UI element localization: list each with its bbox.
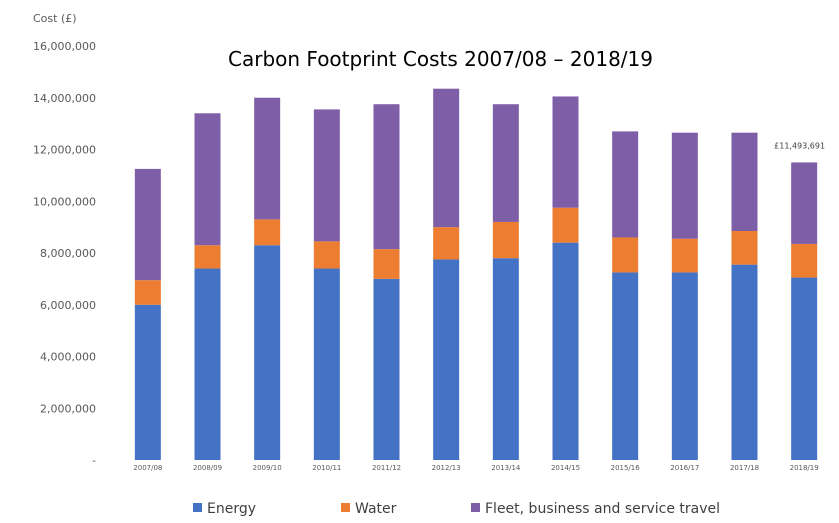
- y-axis-ticks: - 2,000,000 4,000,000 6,000,000 8,000,000 10,…: [33, 40, 96, 467]
- x-tick-label: 2009/10: [253, 464, 282, 472]
- y-tick-label: 16,000,000: [33, 40, 96, 53]
- bar-energy-2013-14: [492, 258, 519, 460]
- x-tick-label: 2014/15: [551, 464, 580, 472]
- bar-water-2014-15: [552, 207, 579, 243]
- x-tick-label: 2015/16: [611, 464, 641, 472]
- bar-energy-2017-18: [731, 264, 758, 460]
- x-tick-label: 2011/12: [372, 464, 401, 472]
- bar-water-2012-13: [433, 227, 460, 260]
- bar-water-2017-18: [731, 231, 758, 265]
- bar-fleet-2008-09: [194, 113, 221, 246]
- x-tick-label: 2017/18: [730, 464, 759, 472]
- bar-water-2008-09: [194, 245, 221, 269]
- bar-energy-2014-15: [552, 242, 579, 460]
- bar-water-2015-16: [612, 237, 639, 273]
- bar-water-2016-17: [671, 238, 698, 273]
- total-annotation: £11,493,691: [774, 141, 825, 150]
- x-tick-label: 2016/17: [670, 464, 699, 472]
- bar-fleet-2009-10: [254, 97, 281, 220]
- bar-energy-2009-10: [254, 245, 281, 460]
- bar-water-2018-19: [791, 243, 818, 278]
- bar-energy-2007-08: [134, 304, 161, 460]
- bar-fleet-2015-16: [612, 131, 639, 238]
- y-tick-label: 14,000,000: [33, 92, 96, 105]
- legend-label: Energy: [207, 501, 256, 517]
- x-tick-label: 2007/08: [133, 464, 162, 472]
- legend-label: Water: [355, 501, 397, 517]
- bar-fleet-2017-18: [731, 132, 758, 232]
- bar-fleet-2016-17: [671, 132, 698, 239]
- bar-fleet-2012-13: [433, 88, 460, 228]
- x-axis-ticks: 2007/08 2008/09 2009/10 2010/11 2011/12 2012/…: [133, 464, 818, 472]
- bar-energy-2018-19: [791, 277, 818, 460]
- bars: [134, 88, 818, 460]
- x-tick-label: 2008/09: [193, 464, 222, 472]
- annotations: £11,493,691: [774, 141, 825, 150]
- bar-fleet-2007-08: [134, 168, 161, 281]
- x-tick-label: 2013/14: [491, 464, 521, 472]
- x-tick-label: 2012/13: [432, 464, 461, 472]
- legend-swatch: [193, 503, 202, 512]
- bar-fleet-2014-15: [552, 96, 579, 208]
- x-tick-label: 2010/11: [312, 464, 341, 472]
- y-axis-label: Cost (£): [33, 12, 77, 25]
- y-tick-label: 4,000,000: [40, 351, 96, 364]
- bar-water-2009-10: [254, 219, 281, 246]
- bar-energy-2011-12: [373, 278, 400, 460]
- bar-water-2013-14: [492, 221, 519, 259]
- bar-water-2007-08: [134, 280, 161, 305]
- bar-fleet-2018-19: [791, 162, 818, 244]
- y-tick-label: 2,000,000: [40, 402, 96, 415]
- y-tick-label: 8,000,000: [40, 247, 96, 260]
- chart-title: Carbon Footprint Costs 2007/08 – 2018/19: [228, 47, 653, 71]
- bar-energy-2015-16: [612, 272, 639, 460]
- bar-energy-2008-09: [194, 268, 221, 460]
- bar-energy-2012-13: [433, 259, 460, 460]
- y-tick-label: 6,000,000: [40, 299, 96, 312]
- legend-label: Fleet, business and service travel: [485, 501, 720, 517]
- bar-water-2011-12: [373, 249, 400, 279]
- legend-swatch: [471, 503, 480, 512]
- y-tick-label: -: [92, 454, 96, 467]
- bar-water-2010-11: [313, 241, 340, 269]
- bar-fleet-2013-14: [492, 104, 519, 222]
- bar-energy-2016-17: [671, 272, 698, 460]
- bar-fleet-2010-11: [313, 109, 340, 242]
- bar-energy-2010-11: [313, 268, 340, 460]
- bar-fleet-2011-12: [373, 104, 400, 250]
- legend-swatch: [341, 503, 350, 512]
- x-tick-label: 2018/19: [790, 464, 819, 472]
- y-tick-label: 12,000,000: [33, 144, 96, 157]
- legend: Energy Water Fleet, business and service t…: [193, 501, 720, 517]
- y-tick-label: 10,000,000: [33, 195, 96, 208]
